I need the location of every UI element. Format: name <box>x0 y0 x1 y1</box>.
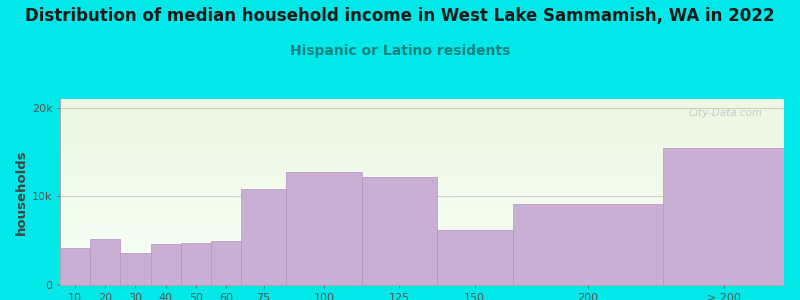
Bar <box>120 253 150 285</box>
Bar <box>286 172 362 285</box>
Text: Hispanic or Latino residents: Hispanic or Latino residents <box>290 44 510 58</box>
Bar <box>90 239 120 285</box>
Bar <box>241 189 286 285</box>
Bar <box>60 248 90 285</box>
Bar <box>181 243 211 285</box>
Bar <box>663 148 784 285</box>
Y-axis label: households: households <box>14 149 27 235</box>
Bar <box>513 203 663 285</box>
Bar <box>437 230 513 285</box>
Text: City-Data.com: City-Data.com <box>688 108 762 118</box>
Text: Distribution of median household income in West Lake Sammamish, WA in 2022: Distribution of median household income … <box>26 8 774 26</box>
Bar <box>211 241 241 285</box>
Bar <box>362 177 437 285</box>
Bar <box>150 244 181 285</box>
